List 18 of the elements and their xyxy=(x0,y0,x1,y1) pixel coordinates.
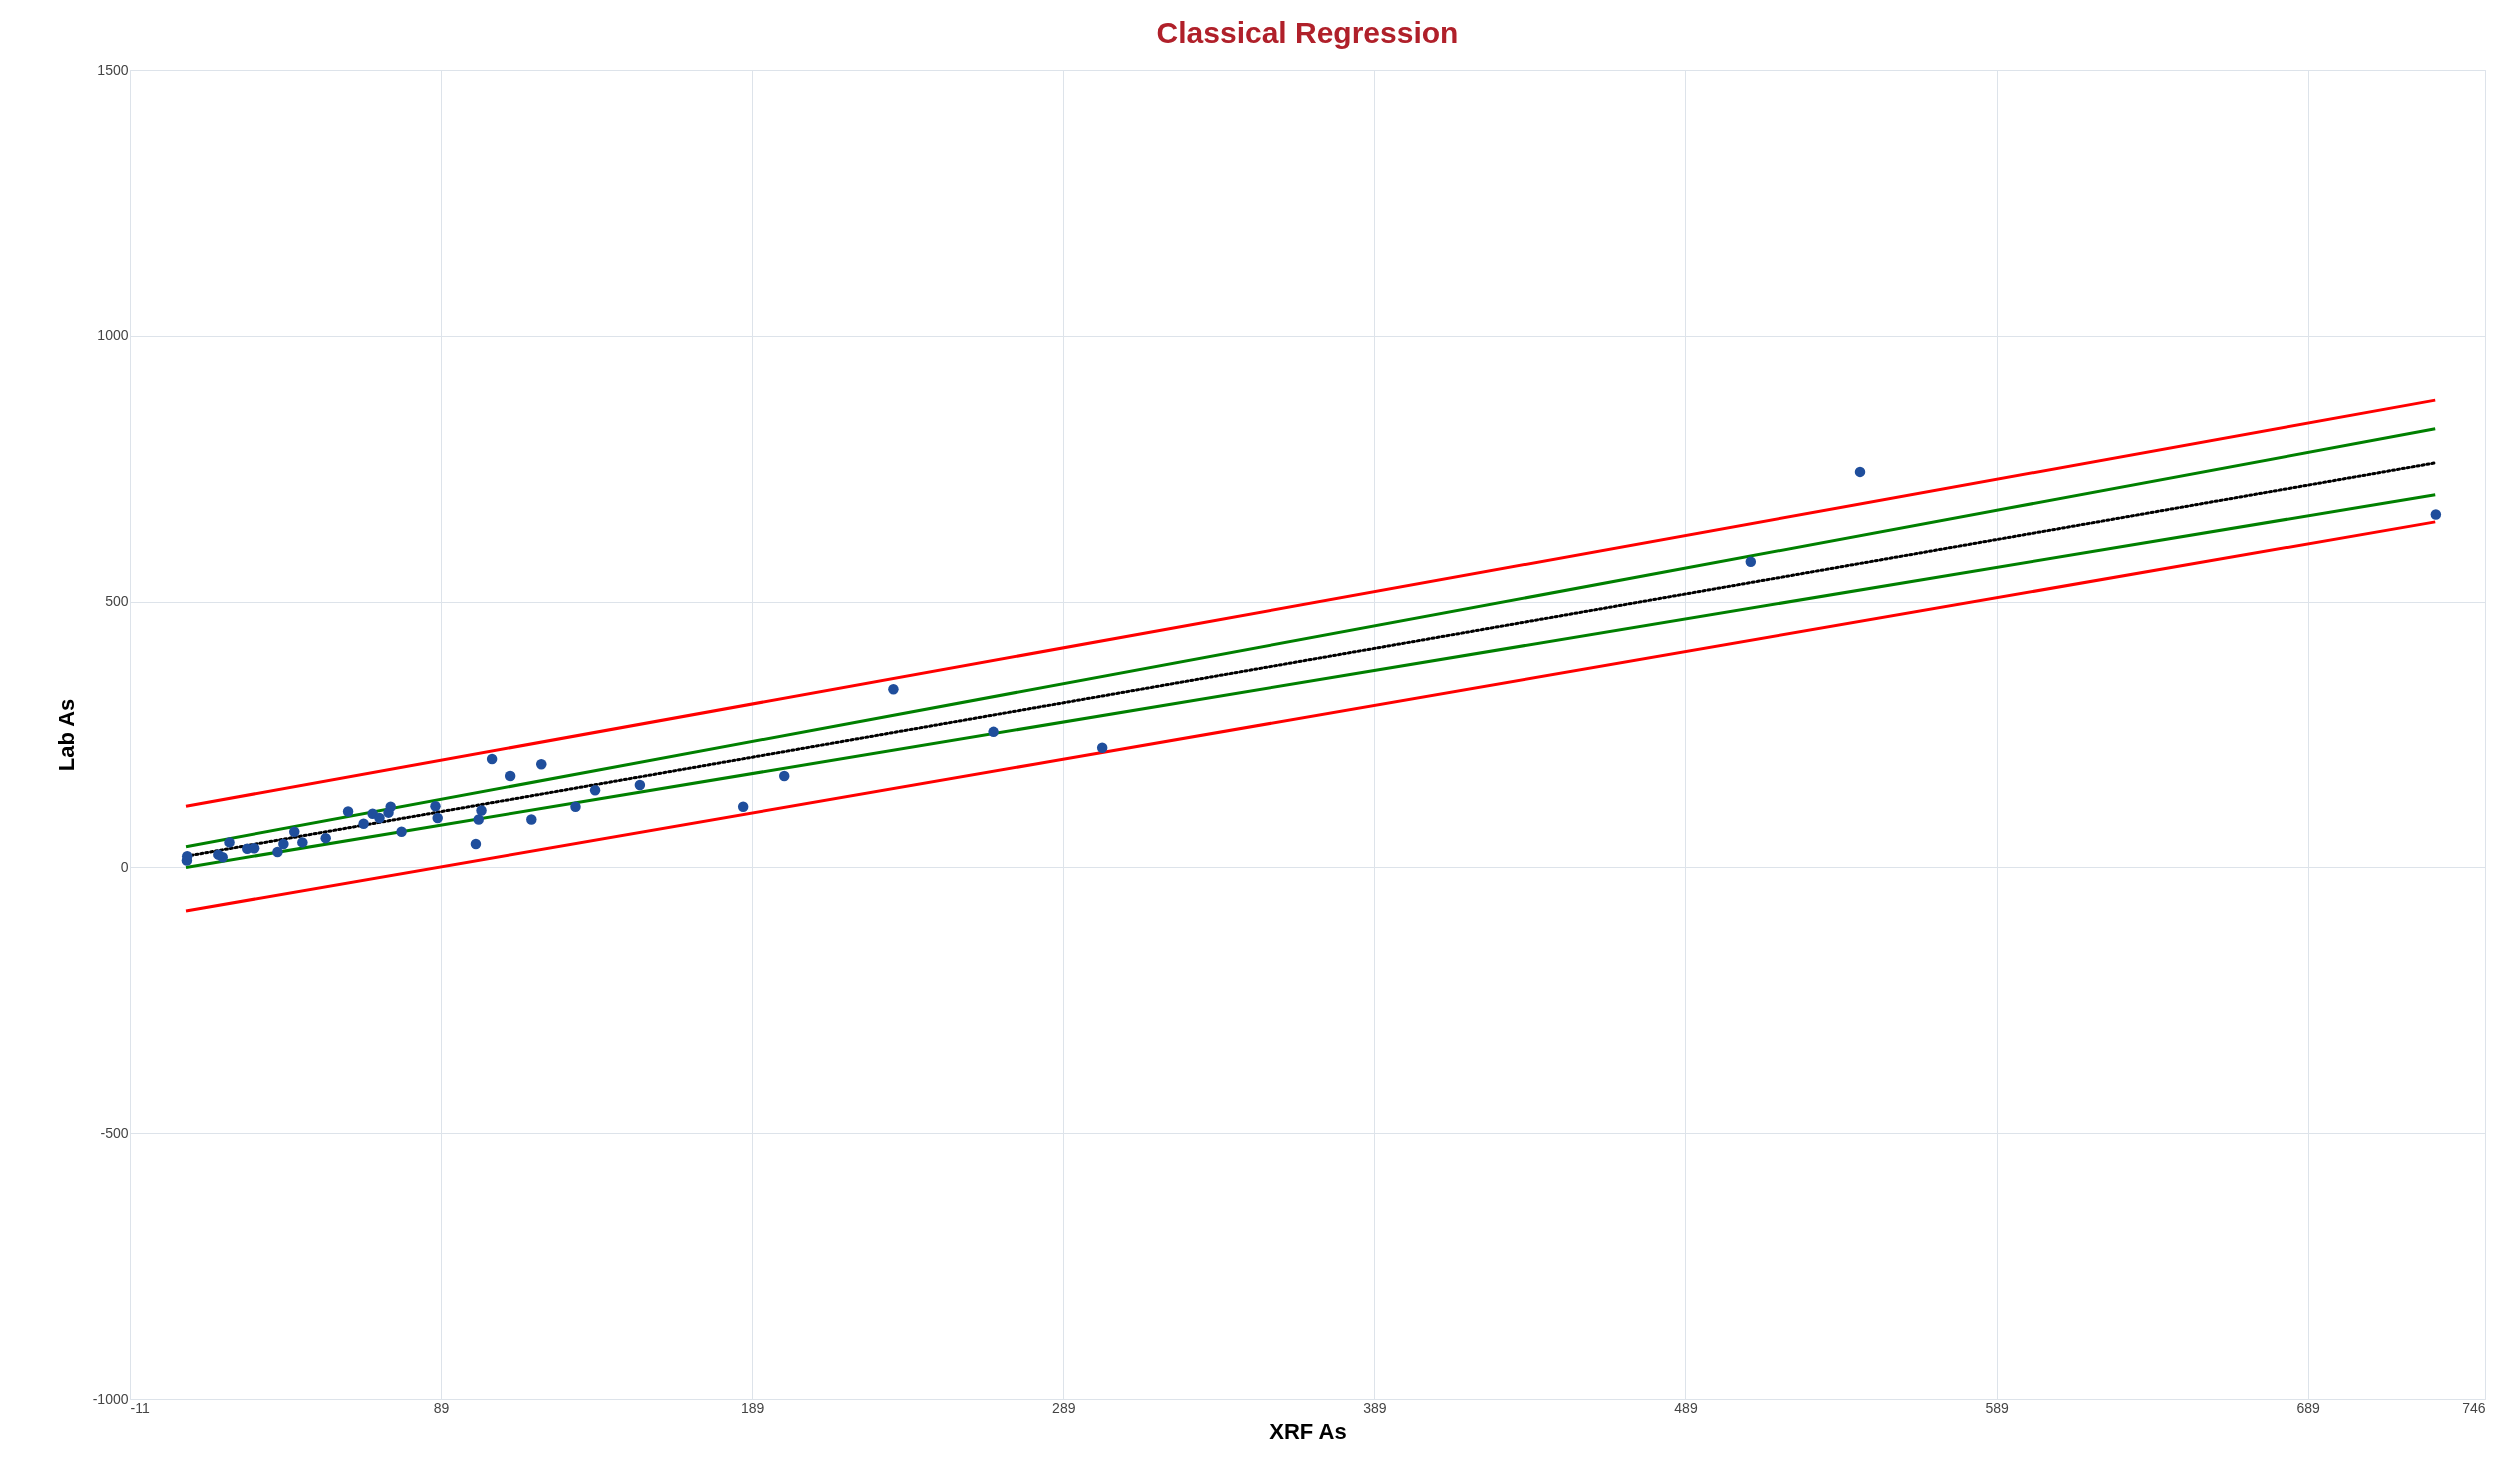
chart-title: Classical Regression xyxy=(1156,16,1459,49)
y-tick-label: 1500 xyxy=(97,61,129,78)
x-tick-label: 589 xyxy=(1985,1399,2009,1416)
y-axis-title: Lab As xyxy=(53,698,79,772)
y-tick-label: 500 xyxy=(105,593,129,610)
x-tick-label: 189 xyxy=(741,1399,765,1416)
x-tick-label: 689 xyxy=(2296,1399,2321,1416)
x-tick-label: 746 xyxy=(2462,1399,2486,1416)
x-tick-label: 289 xyxy=(1052,1399,1076,1416)
y-tick-label: 0 xyxy=(120,858,129,875)
x-tick-label: 389 xyxy=(1363,1399,1387,1416)
y-tick-label: -500 xyxy=(100,1124,129,1141)
y-tick-label: -1000 xyxy=(92,1390,129,1407)
y-tick-label: 1000 xyxy=(97,327,129,344)
x-tick-label: -11 xyxy=(130,1399,150,1416)
x-tick-label: 489 xyxy=(1674,1399,1698,1416)
x-axis-title: XRF As xyxy=(1269,1418,1347,1444)
x-tick-label: 89 xyxy=(433,1399,450,1416)
